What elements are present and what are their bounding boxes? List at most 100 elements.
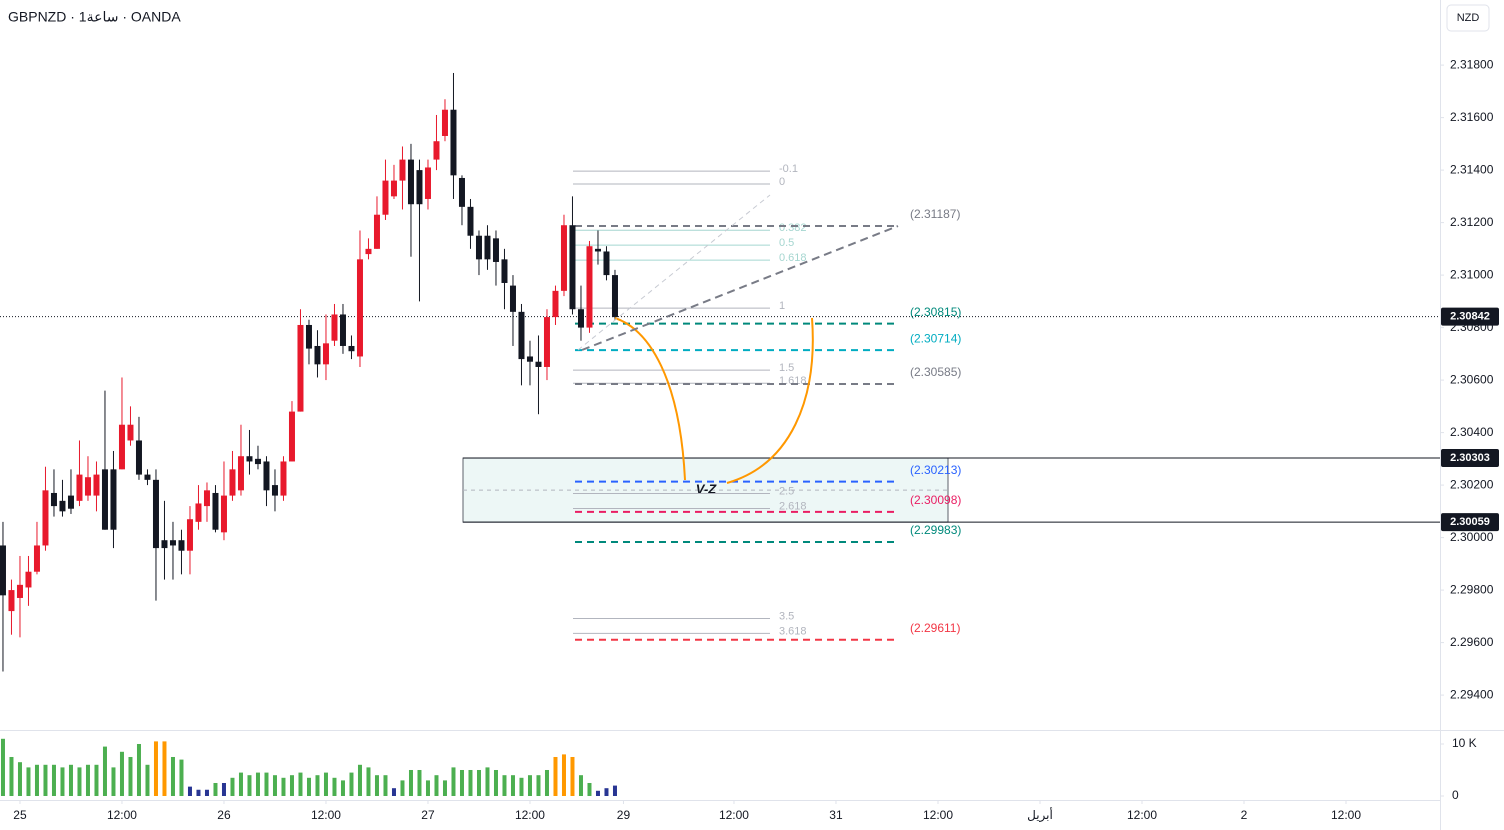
- candle-body: [229, 469, 236, 496]
- zone-level-label: 2.30059: [1450, 516, 1490, 528]
- candle-body: [67, 495, 74, 509]
- candle-body: [552, 290, 559, 318]
- trend-line: [581, 225, 899, 351]
- volume-bar: [349, 772, 354, 796]
- volume-bar: [519, 777, 524, 796]
- candle-body: [288, 411, 295, 462]
- x-tick-label: 12:00: [719, 808, 749, 822]
- fib-label: 0.5: [779, 237, 794, 249]
- volume-bar: [9, 756, 14, 796]
- volume-bar: [196, 789, 201, 796]
- candle-body: [569, 225, 576, 310]
- volume-bar: [340, 780, 345, 796]
- candle-body: [297, 324, 304, 412]
- volume-bar: [502, 775, 507, 796]
- volume-bar: [111, 767, 116, 796]
- x-tick-label: 26: [217, 808, 231, 822]
- x-tick-label: أبريل: [1027, 807, 1053, 823]
- candle-body: [161, 540, 168, 549]
- volume-bar: [493, 769, 498, 796]
- volume-bar: [68, 764, 73, 796]
- price-level-label: (2.29611): [910, 621, 960, 635]
- y-tick-label: 2.30400: [1450, 425, 1494, 439]
- candle-body: [390, 180, 397, 197]
- zone-level-label: 2.30303: [1450, 452, 1490, 464]
- candle-body: [246, 456, 253, 462]
- y-tick-label: 2.29400: [1450, 687, 1494, 701]
- zone-level-box: [1441, 449, 1499, 468]
- candle-body: [50, 492, 57, 507]
- price-level-label: (2.30714): [910, 331, 961, 345]
- volume-bar: [400, 780, 405, 796]
- candle-body: [59, 500, 66, 512]
- fib-label: 2.5: [779, 485, 794, 497]
- candle-body: [501, 259, 508, 283]
- arrow-curve: [614, 317, 686, 481]
- candle-body: [322, 343, 329, 365]
- candle-body: [118, 424, 125, 470]
- y-tick-label: 2.31800: [1450, 57, 1494, 71]
- candle-body: [518, 311, 525, 360]
- fib-label: 0.618: [779, 252, 807, 264]
- volume-bar: [417, 769, 422, 796]
- volume-bar: [77, 767, 82, 796]
- candle-body: [492, 238, 499, 262]
- volume-bar: [408, 769, 413, 796]
- price-level-label: (2.31187): [910, 207, 960, 221]
- fib-label: 0.382: [779, 222, 807, 234]
- candle-body: [305, 324, 312, 349]
- candle-body: [220, 495, 227, 533]
- volume-tick-label: 10 K: [1452, 736, 1477, 750]
- volume-bar: [187, 786, 192, 796]
- candle-body: [594, 248, 601, 252]
- candle-body: [16, 584, 23, 598]
- volume-bar: [170, 756, 175, 796]
- volume-bar: [298, 772, 303, 796]
- candle-body: [110, 469, 117, 530]
- y-tick-label: 2.29600: [1450, 635, 1494, 649]
- axes: 2.31800 2.31600 2.31400 2.31200 2.31000 2.308…: [13, 57, 1499, 823]
- candle-body: [195, 503, 202, 522]
- volume-bar: [145, 764, 150, 796]
- x-tick-label: 25: [13, 808, 27, 822]
- currency-box[interactable]: [1446, 4, 1490, 32]
- volume-bar: [264, 772, 269, 796]
- candle-body: [467, 206, 474, 236]
- candle-body: [8, 590, 15, 612]
- volume-bar: [510, 775, 515, 796]
- x-tick-label: 12:00: [1331, 808, 1361, 822]
- y-tick-label: 2.31000: [1450, 267, 1494, 281]
- price-level-label: (2.30585): [910, 365, 961, 379]
- volume-bar: [0, 738, 5, 796]
- fib-label: 0: [779, 176, 785, 188]
- volume-bar: [43, 764, 48, 796]
- volume-bar: [153, 741, 158, 796]
- volume-bar: [247, 775, 252, 796]
- arrow-curve: [726, 317, 814, 484]
- candle-body: [450, 109, 457, 176]
- volume-bar: [162, 741, 167, 796]
- volume-bar: [468, 769, 473, 796]
- candle-body: [339, 314, 346, 346]
- fib-label: 1.5: [779, 362, 794, 374]
- volume-bar: [255, 772, 260, 796]
- volume-bar: [544, 769, 549, 796]
- x-tick-label: 12:00: [515, 808, 545, 822]
- candle-body: [254, 458, 261, 465]
- x-tick-label: 29: [617, 808, 631, 822]
- volume-bar: [315, 775, 320, 796]
- candle-body: [0, 545, 6, 596]
- volume-bar: [604, 788, 609, 796]
- volume-bar: [485, 767, 490, 796]
- candle-body: [186, 519, 193, 551]
- volume-bar: [17, 762, 22, 796]
- price-level-label: (2.29983): [910, 523, 961, 537]
- drawings: V-Z -0.10 0.382 0.5 0.618 1 1.51.618 2.5 2.618 3.…: [0, 163, 1440, 641]
- volume-bar: [536, 775, 541, 796]
- x-tick-label: 12:00: [923, 808, 953, 822]
- candle-body: [144, 474, 151, 480]
- candle-body: [42, 490, 49, 546]
- price-level-label: (2.30213): [910, 463, 961, 477]
- zone-label: V-Z: [696, 481, 718, 496]
